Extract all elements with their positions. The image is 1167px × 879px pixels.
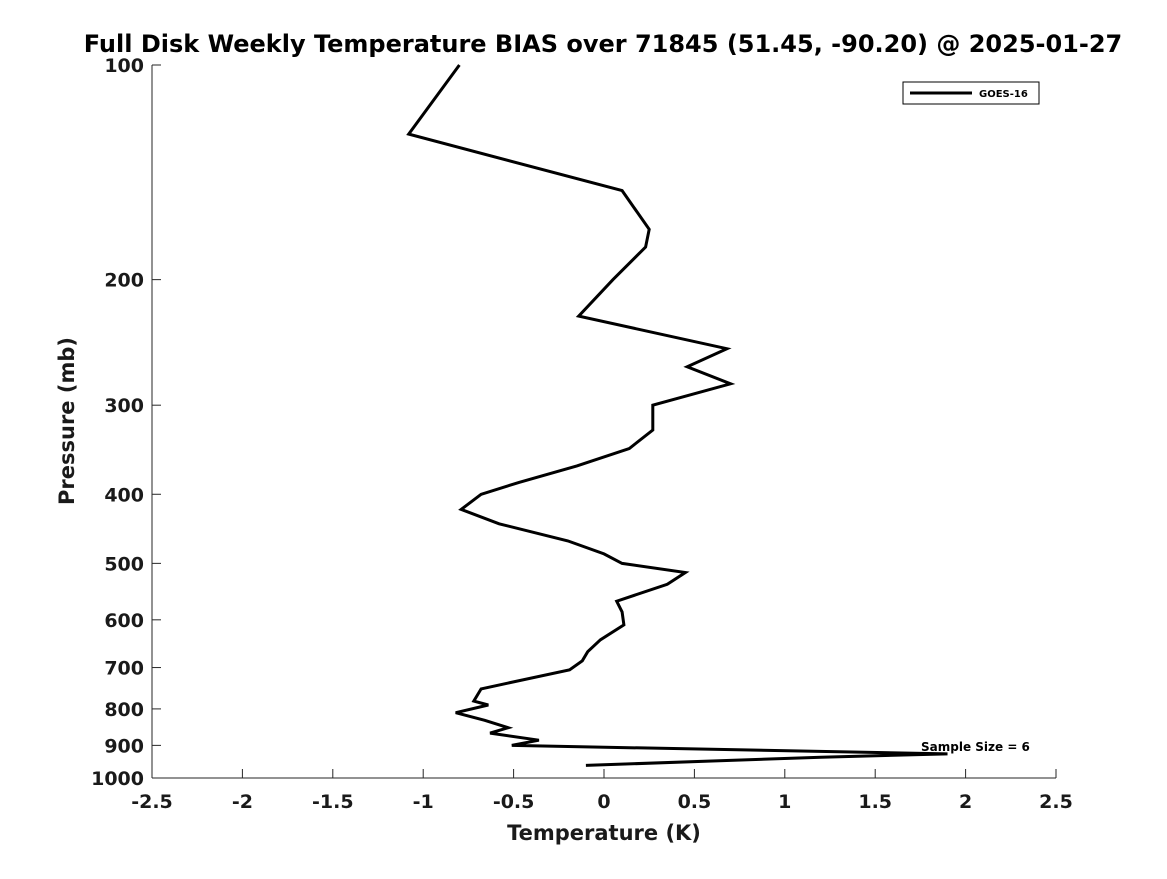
y-tick-label: 300 bbox=[104, 395, 144, 417]
y-tick-label: 200 bbox=[104, 270, 144, 292]
y-tick-label: 500 bbox=[104, 553, 144, 575]
y-tick-label: 800 bbox=[104, 699, 144, 721]
x-axis-label: Temperature (K) bbox=[507, 821, 701, 845]
y-tick-label: 1000 bbox=[91, 768, 144, 790]
x-tick-label: -1.5 bbox=[312, 791, 354, 813]
x-tick-label: 1.5 bbox=[858, 791, 892, 813]
series-layer bbox=[406, 64, 948, 767]
y-axis-label: Pressure (mb) bbox=[55, 337, 79, 505]
y-tick-label: 400 bbox=[104, 484, 144, 506]
axes bbox=[151, 65, 1056, 779]
x-tick-label: -1 bbox=[413, 791, 434, 813]
x-tick-label: -2 bbox=[232, 791, 253, 813]
x-tick-label: 1 bbox=[778, 791, 791, 813]
x-tick-label: 2 bbox=[959, 791, 972, 813]
x-tick-label: 2.5 bbox=[1039, 791, 1073, 813]
legend-label-goes-16: GOES-16 bbox=[979, 89, 1028, 100]
sample-size-annotation: Sample Size = 6 bbox=[921, 740, 1030, 754]
y-tick-label: 600 bbox=[104, 610, 144, 632]
legend: GOES-16 bbox=[902, 81, 1040, 105]
x-tick-label: 0.5 bbox=[678, 791, 712, 813]
x-tick-label: -2.5 bbox=[131, 791, 173, 813]
y-tick-label: 900 bbox=[104, 735, 144, 757]
chart-title: Full Disk Weekly Temperature BIAS over 7… bbox=[84, 30, 1123, 58]
x-tick-label: -0.5 bbox=[493, 791, 535, 813]
y-tick-label: 700 bbox=[104, 658, 144, 680]
axis-ticks: -2.5 -2 -1.5 -1 -0.5 0 0.5 1 1.5 2 2.5 100 200 300 400… bbox=[91, 55, 1073, 813]
series-line-goes-16 bbox=[406, 64, 948, 767]
x-tick-label: 0 bbox=[597, 791, 610, 813]
y-tick-label: 100 bbox=[104, 55, 144, 77]
